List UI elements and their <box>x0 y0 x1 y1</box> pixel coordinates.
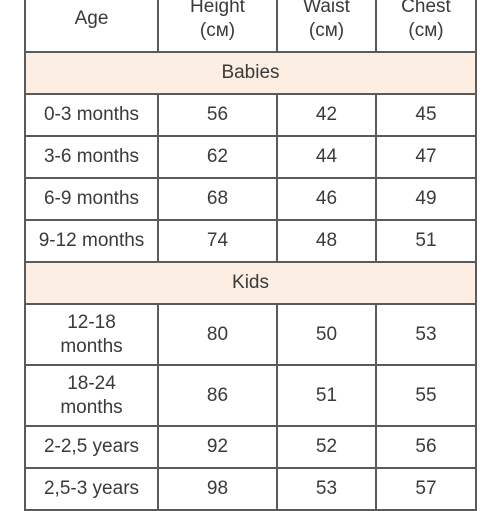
header-chest-unit: (см) <box>408 19 444 41</box>
chest-cell: 47 <box>375 135 477 179</box>
chest-cell: 51 <box>375 219 477 263</box>
age-cell: 3-6 months <box>24 135 159 179</box>
header-height: Height (см) <box>157 0 278 53</box>
waist-cell: 52 <box>276 425 377 469</box>
height-cell: 56 <box>157 93 278 137</box>
chest-cell: 45 <box>375 93 477 137</box>
section-title-kids: Kids <box>24 261 477 305</box>
waist-cell: 51 <box>276 364 377 427</box>
section-title-babies: Babies <box>24 51 477 95</box>
age-line-2: months <box>60 335 123 357</box>
header-height-unit: (см) <box>199 19 236 41</box>
size-chart-table: Age Height (см) Waist (см) Chest (см) Ba… <box>24 0 477 511</box>
header-chest: Chest (см) <box>375 0 477 53</box>
height-cell: 86 <box>157 364 278 427</box>
height-cell: 74 <box>157 219 278 263</box>
header-waist: Waist (см) <box>276 0 377 53</box>
header-waist-label: Waist <box>303 0 350 17</box>
waist-cell: 53 <box>276 467 377 511</box>
age-cell: 12-18 months <box>24 303 159 366</box>
table-row: 0-3 months 56 42 45 <box>24 93 477 137</box>
section-row-kids: Kids <box>24 261 477 305</box>
header-age-label: Age <box>74 7 109 29</box>
height-cell: 68 <box>157 177 278 221</box>
height-cell: 98 <box>157 467 278 511</box>
table-row: 12-18 months 80 50 53 <box>24 303 477 366</box>
age-cell: 18-24 months <box>24 364 159 427</box>
age-line-2: months <box>60 396 123 418</box>
table-row: 2-2,5 years 92 52 56 <box>24 425 477 469</box>
waist-cell: 42 <box>276 93 377 137</box>
table-row: 2,5-3 years 98 53 57 <box>24 467 477 511</box>
header-height-label: Height <box>190 0 245 17</box>
chest-cell: 56 <box>375 425 477 469</box>
chest-cell: 55 <box>375 364 477 427</box>
age-cell: 0-3 months <box>24 93 159 137</box>
waist-cell: 46 <box>276 177 377 221</box>
header-row: Age Height (см) Waist (см) Chest (см) <box>24 0 477 53</box>
waist-cell: 48 <box>276 219 377 263</box>
age-cell: 6-9 months <box>24 177 159 221</box>
height-cell: 62 <box>157 135 278 179</box>
table-row: 6-9 months 68 46 49 <box>24 177 477 221</box>
table-row: 9-12 months 74 48 51 <box>24 219 477 263</box>
table-row: 3-6 months 62 44 47 <box>24 135 477 179</box>
chest-cell: 49 <box>375 177 477 221</box>
section-row-babies: Babies <box>24 51 477 95</box>
age-line-1: 12-18 <box>67 311 116 333</box>
chest-cell: 57 <box>375 467 477 511</box>
waist-cell: 44 <box>276 135 377 179</box>
waist-cell: 50 <box>276 303 377 366</box>
header-waist-unit: (см) <box>308 19 345 41</box>
age-cell: 9-12 months <box>24 219 159 263</box>
chest-cell: 53 <box>375 303 477 366</box>
header-age: Age <box>24 0 159 53</box>
age-cell: 2,5-3 years <box>24 467 159 511</box>
height-cell: 92 <box>157 425 278 469</box>
age-line-1: 18-24 <box>67 372 116 394</box>
table-row: 18-24 months 86 51 55 <box>24 364 477 427</box>
age-cell: 2-2,5 years <box>24 425 159 469</box>
header-chest-label: Chest <box>401 0 451 17</box>
height-cell: 80 <box>157 303 278 366</box>
